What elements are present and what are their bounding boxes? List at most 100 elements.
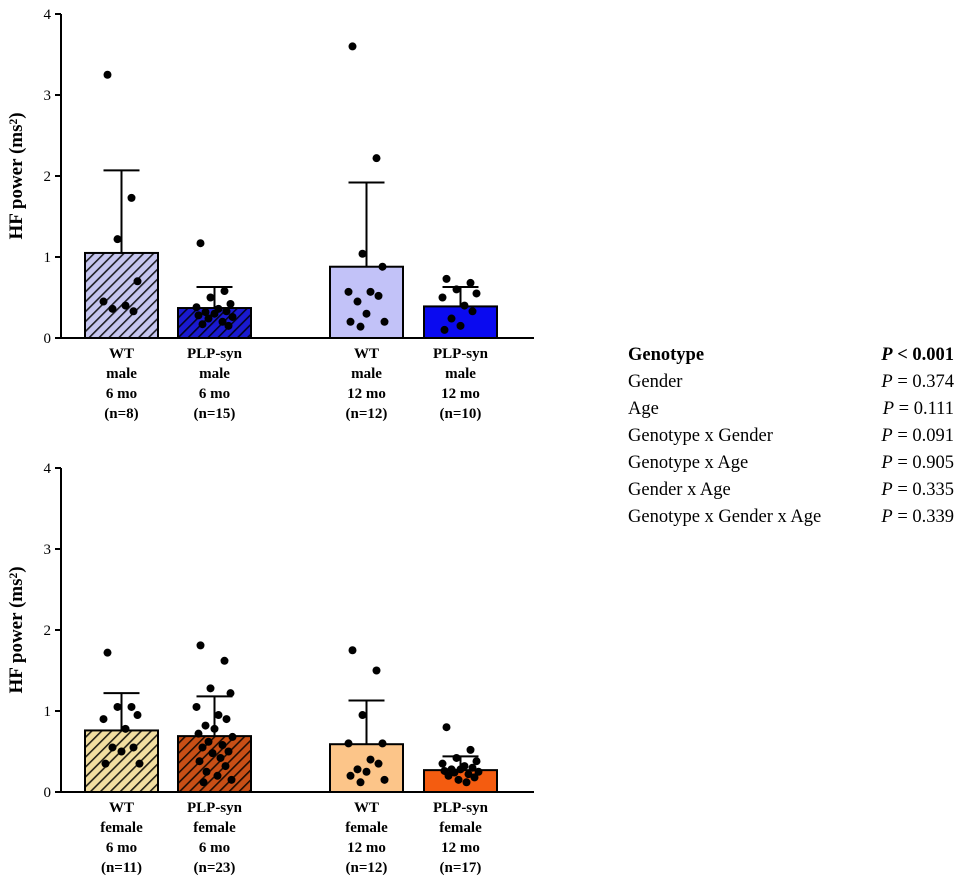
- bar-hatch: [178, 736, 251, 792]
- stats-row: Genotype x Gender x Age P = 0.339: [628, 504, 954, 531]
- data-point: [103, 648, 112, 657]
- p-number: 0.374: [912, 372, 954, 392]
- p-operator: =: [894, 399, 914, 419]
- data-point: [356, 322, 365, 331]
- bar-outline: [177, 307, 252, 339]
- data-point: [472, 289, 481, 298]
- category-label-line: (n=8): [104, 406, 138, 422]
- category-label-line: 6 mo: [106, 840, 137, 856]
- category-label-line: PLP-syn: [187, 346, 243, 362]
- data-point: [452, 285, 461, 294]
- data-point: [108, 743, 117, 752]
- data-point: [204, 737, 213, 746]
- stats-p-value: P = 0.374: [881, 369, 954, 396]
- data-point: [464, 770, 473, 779]
- data-point: [196, 641, 205, 650]
- category-label: WT female 12 mo (n=12): [345, 800, 388, 876]
- p-operator: =: [892, 453, 913, 473]
- category-label-line: (n=15): [194, 406, 236, 422]
- data-point: [344, 287, 353, 296]
- category-label-line: 12 mo: [441, 840, 480, 856]
- stats-p-value: P < 0.001: [881, 342, 954, 369]
- bar-outline: [177, 735, 252, 793]
- p-number: 0.001: [912, 345, 954, 365]
- data-point: [440, 325, 449, 334]
- category-label-line: female: [100, 820, 143, 836]
- stats-row: Genotype x Gender P = 0.091: [628, 423, 954, 450]
- category-label-line: (n=11): [101, 860, 142, 876]
- y-axis-label: HF power (ms²): [6, 112, 27, 239]
- stats-factor: Age: [628, 399, 659, 419]
- data-point: [127, 702, 136, 711]
- category-label: WT male 12 mo (n=12): [346, 346, 388, 422]
- data-point: [222, 307, 231, 316]
- data-point: [226, 689, 235, 698]
- category-label-line: male: [445, 366, 476, 382]
- data-point: [121, 724, 130, 733]
- data-point: [378, 262, 387, 271]
- data-point: [228, 312, 237, 321]
- p-operator: <: [892, 345, 913, 365]
- data-point: [438, 293, 447, 302]
- data-point: [129, 307, 138, 316]
- category-label: PLP-syn female 12 mo (n=17): [433, 800, 489, 876]
- data-point: [454, 775, 463, 784]
- data-point: [192, 702, 201, 711]
- data-point: [472, 757, 481, 766]
- stats-row: Gender P = 0.374: [628, 369, 954, 396]
- y-tick-label: 0: [44, 331, 52, 347]
- data-point: [466, 278, 475, 287]
- p-label: P: [881, 426, 893, 446]
- data-point: [362, 309, 371, 318]
- data-point: [372, 154, 381, 163]
- data-point: [358, 249, 367, 258]
- data-point: [348, 42, 357, 51]
- stats-row: Age P = 0.111: [628, 396, 954, 423]
- data-point: [444, 771, 453, 780]
- data-point: [374, 291, 383, 300]
- data-point: [99, 715, 108, 724]
- category-label-line: 6 mo: [199, 386, 230, 402]
- bar: [330, 266, 403, 338]
- data-point: [210, 724, 219, 733]
- category-label-line: 6 mo: [106, 386, 137, 402]
- category-label-line: 12 mo: [347, 386, 386, 402]
- bar-outline: [329, 265, 404, 339]
- category-label-line: male: [199, 366, 230, 382]
- data-point: [366, 755, 375, 764]
- data-point: [362, 767, 371, 776]
- data-point: [460, 301, 469, 310]
- data-point: [113, 235, 122, 244]
- data-point: [222, 715, 231, 724]
- p-label: P: [881, 507, 893, 527]
- category-label-line: WT: [109, 800, 134, 816]
- data-point: [121, 301, 130, 310]
- data-point: [380, 317, 389, 326]
- data-point: [374, 759, 383, 768]
- y-axis-label: HF power (ms²): [6, 566, 27, 693]
- p-operator: =: [892, 426, 913, 446]
- data-point: [201, 721, 210, 730]
- data-point: [214, 711, 223, 720]
- y-tick-label: 2: [44, 623, 52, 639]
- y-tick-label: 4: [44, 7, 52, 23]
- data-point: [358, 711, 367, 720]
- category-label-line: 12 mo: [441, 386, 480, 402]
- data-point: [133, 711, 142, 720]
- data-point: [344, 739, 353, 748]
- data-point: [194, 729, 203, 738]
- category-label-line: (n=17): [440, 860, 482, 876]
- stats-factor: Genotype: [628, 345, 705, 365]
- y-tick-label: 0: [44, 785, 52, 801]
- data-point: [218, 317, 227, 326]
- data-point: [224, 747, 233, 756]
- bar-outline: [423, 305, 498, 340]
- bar-hatch: [85, 252, 158, 338]
- data-point: [462, 778, 471, 787]
- category-label-line: PLP-syn: [187, 800, 243, 816]
- data-point: [198, 320, 207, 329]
- stats-p-value: P = 0.339: [881, 504, 954, 531]
- stats-row: Genotype P < 0.001: [628, 342, 954, 369]
- category-label-line: 12 mo: [347, 840, 386, 856]
- category-label: PLP-syn male 12 mo (n=10): [433, 346, 489, 422]
